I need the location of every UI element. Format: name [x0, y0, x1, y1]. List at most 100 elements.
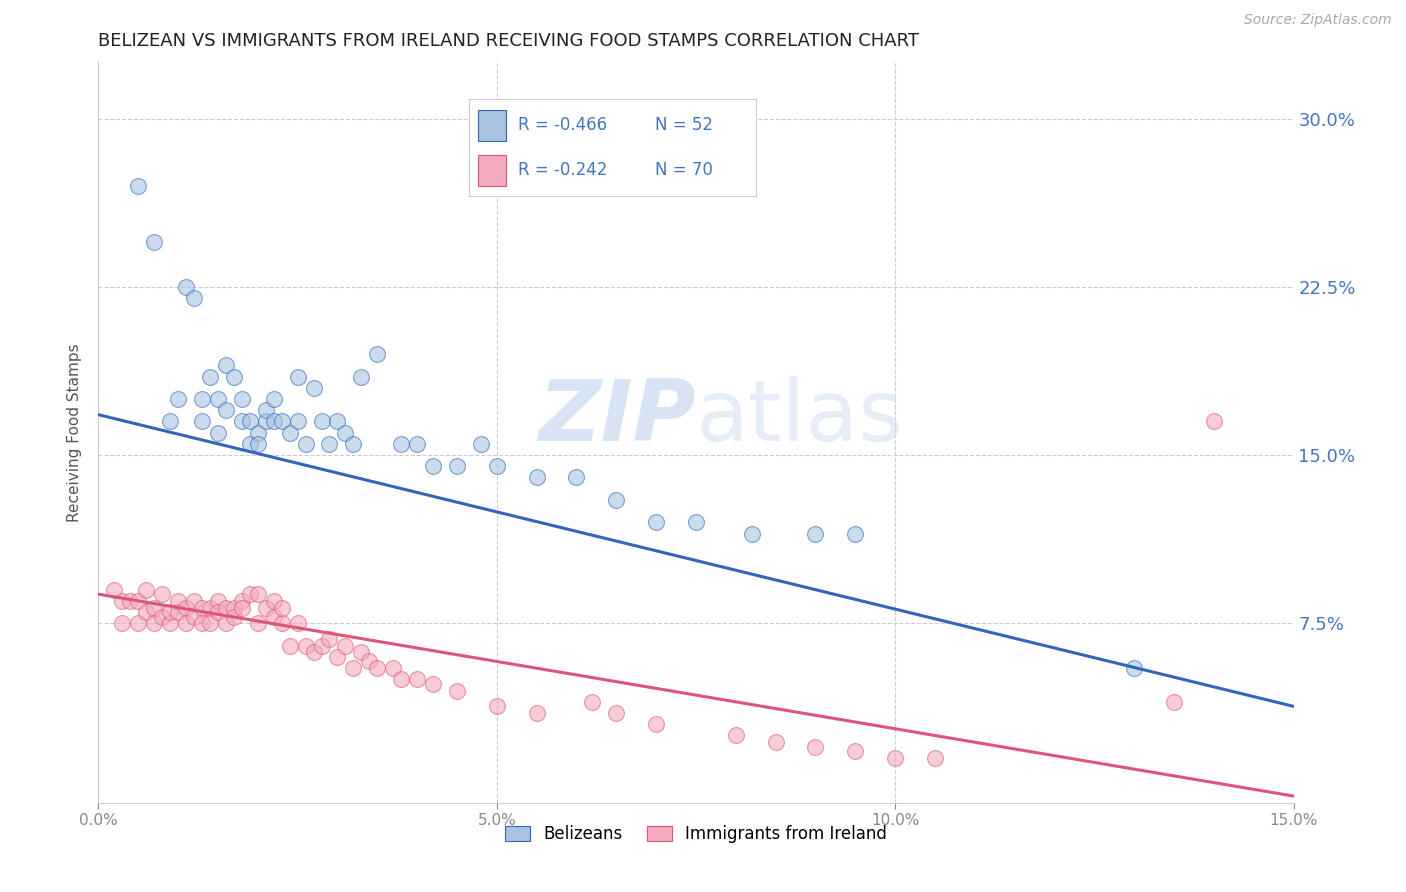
Point [191, 392, 214, 406]
Point [120, 594, 142, 608]
Point [159, 616, 181, 631]
Point [446, 683, 468, 698]
Point [174, 600, 197, 615]
Point [215, 359, 238, 373]
Point [884, 751, 907, 765]
Point [191, 414, 214, 428]
Point [183, 609, 205, 624]
Point [127, 594, 149, 608]
Point [174, 616, 197, 631]
Point [254, 600, 277, 615]
Point [174, 280, 197, 294]
Point [287, 616, 309, 631]
Point [485, 699, 508, 714]
Point [270, 616, 292, 631]
Point [605, 706, 627, 720]
Point [111, 594, 134, 608]
Point [278, 425, 301, 440]
Point [263, 414, 285, 428]
Point [198, 369, 221, 384]
Point [287, 369, 309, 384]
Point [215, 403, 238, 417]
Point [335, 639, 357, 653]
Point [246, 587, 269, 601]
Point [278, 639, 301, 653]
Point [231, 414, 253, 428]
Point [605, 492, 627, 507]
Point [143, 600, 166, 615]
Point [263, 609, 285, 624]
Point [231, 392, 253, 406]
Point [287, 414, 309, 428]
Point [406, 437, 429, 451]
Point [844, 526, 866, 541]
Point [183, 594, 205, 608]
Point [1123, 661, 1146, 675]
Point [207, 605, 229, 619]
Point [239, 587, 262, 601]
Point [207, 594, 229, 608]
Point [231, 600, 253, 615]
Point [565, 470, 588, 484]
Point [335, 425, 357, 440]
Point [318, 632, 340, 646]
Point [645, 516, 668, 530]
Y-axis label: Receiving Food Stamps: Receiving Food Stamps [67, 343, 83, 522]
Point [294, 437, 316, 451]
Point [246, 425, 269, 440]
Point [741, 526, 763, 541]
Point [246, 616, 269, 631]
Point [1202, 414, 1225, 428]
Point [326, 414, 349, 428]
Point [359, 655, 381, 669]
Point [422, 677, 444, 691]
Point [804, 739, 827, 754]
Point [350, 645, 373, 659]
Point [167, 605, 190, 619]
Point [143, 235, 166, 249]
Point [263, 594, 285, 608]
Point [389, 437, 412, 451]
Point [254, 414, 277, 428]
Point [150, 587, 173, 601]
Point [685, 516, 707, 530]
Point [765, 735, 787, 749]
Point [167, 392, 190, 406]
Point [143, 616, 166, 631]
Point [215, 616, 238, 631]
Point [191, 616, 214, 631]
Point [326, 650, 349, 665]
Point [167, 594, 190, 608]
Text: BELIZEAN VS IMMIGRANTS FROM IRELAND RECEIVING FOOD STAMPS CORRELATION CHART: BELIZEAN VS IMMIGRANTS FROM IRELAND RECE… [98, 32, 920, 50]
Point [406, 673, 429, 687]
Point [302, 645, 325, 659]
Point [239, 414, 262, 428]
Point [526, 470, 548, 484]
Point [215, 600, 238, 615]
Point [263, 392, 285, 406]
Point [191, 600, 214, 615]
Point [135, 605, 157, 619]
Point [159, 605, 181, 619]
Point [254, 403, 277, 417]
Point [183, 291, 205, 305]
Point [350, 369, 373, 384]
Point [470, 437, 492, 451]
Point [311, 414, 333, 428]
Point [446, 459, 468, 474]
Point [1163, 695, 1185, 709]
Point [198, 616, 221, 631]
Point [159, 414, 181, 428]
Point [222, 609, 245, 624]
Point [342, 437, 364, 451]
Text: ZIP: ZIP [538, 376, 696, 459]
Point [111, 616, 134, 631]
Point [311, 639, 333, 653]
Point [382, 661, 405, 675]
Point [270, 600, 292, 615]
Point [924, 751, 946, 765]
Point [127, 178, 149, 193]
Point [239, 437, 262, 451]
Point [581, 695, 603, 709]
Point [198, 600, 221, 615]
